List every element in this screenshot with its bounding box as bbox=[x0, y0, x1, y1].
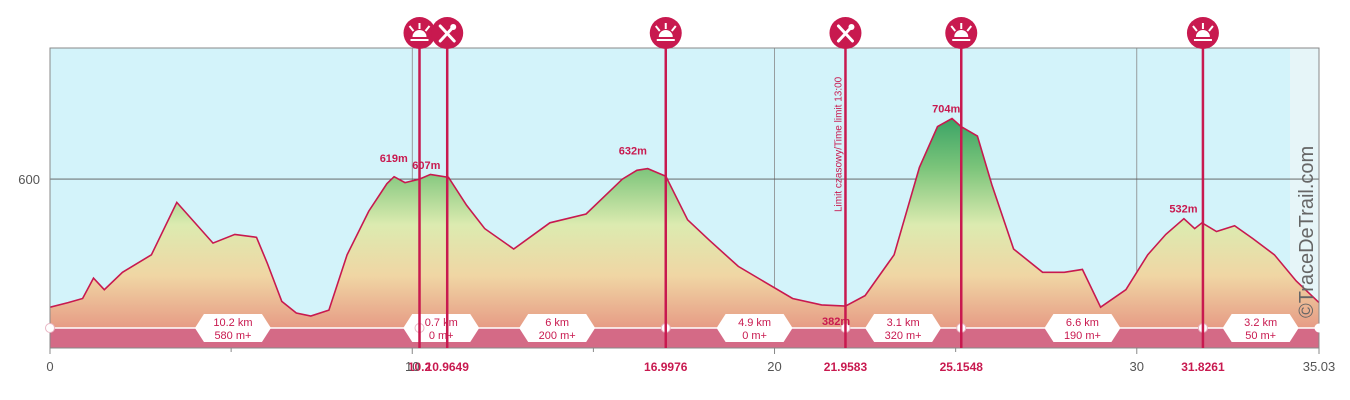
aid-station-icon bbox=[654, 23, 677, 41]
peak-label: 382m bbox=[822, 316, 850, 328]
waypoint-km-label: 31.8261 bbox=[1181, 360, 1225, 374]
waypoint-km-label: 25.1548 bbox=[940, 360, 984, 374]
aid-station-icon bbox=[950, 23, 973, 41]
segment-box bbox=[865, 314, 942, 342]
segment-climb: 50 m+ bbox=[1245, 330, 1276, 342]
waypoint[interactable]: 31.8261 bbox=[1181, 17, 1225, 374]
waypoint[interactable]: 16.9976 bbox=[644, 17, 688, 374]
waypoints: 10.210.9649 16.9976 21.9583 Limit czasowy/T… bbox=[403, 17, 1225, 374]
segment-box bbox=[519, 314, 596, 342]
fork-knife-icon bbox=[438, 24, 457, 43]
segment-climb: 0 m+ bbox=[742, 330, 767, 342]
track-point bbox=[1314, 323, 1324, 333]
peak-label: 532m bbox=[1169, 204, 1197, 216]
waypoint-km-label: 16.9976 bbox=[644, 360, 688, 374]
segment-distance: 6 km bbox=[545, 317, 569, 329]
x-tick-label: 20 bbox=[767, 359, 781, 374]
x-tick-label: 10 bbox=[405, 359, 419, 374]
peak-label: 619m bbox=[380, 153, 408, 165]
segment-box bbox=[403, 314, 480, 342]
segment-distance: 0.7 km bbox=[425, 317, 458, 329]
segment-distance: 6.6 km bbox=[1066, 317, 1099, 329]
segment-climb: 320 m+ bbox=[885, 330, 922, 342]
axes: 0 10 20 30 35.03 600 bbox=[18, 172, 1335, 374]
x-tick-label: 35.03 bbox=[1303, 359, 1336, 374]
peak-label: 607m bbox=[412, 160, 440, 172]
aid-station-icon bbox=[1192, 23, 1214, 41]
peak-label: 704m bbox=[932, 103, 960, 115]
elevation-line bbox=[50, 117, 1319, 317]
segment-box bbox=[716, 314, 793, 342]
segment-climb: 200 m+ bbox=[539, 330, 576, 342]
aid-station-icon bbox=[408, 23, 431, 41]
fork-knife-icon bbox=[836, 24, 855, 43]
waypoint-km-label: 10.2 bbox=[408, 360, 432, 374]
segment-box bbox=[1044, 314, 1121, 342]
waypoint-km-label: 10.9649 bbox=[426, 360, 470, 374]
segment-box bbox=[194, 314, 271, 342]
time-limit-annotation: Limit czasowy/Time limit 13:00 bbox=[833, 76, 844, 212]
elevation-area bbox=[50, 118, 1319, 348]
segment-climb: 580 m+ bbox=[214, 330, 251, 342]
segment-climb: 190 m+ bbox=[1064, 330, 1101, 342]
waypoint[interactable]: 10.9649 bbox=[426, 17, 470, 374]
x-tick-label: 0 bbox=[46, 359, 53, 374]
segment-distance: 10.2 km bbox=[213, 317, 252, 329]
segment-label: 4.9 km0 m+ bbox=[716, 314, 793, 342]
x-tick-label: 30 bbox=[1130, 359, 1144, 374]
segment-distance: 3.2 km bbox=[1244, 317, 1277, 329]
segment-label: 0.7 km0 m+ bbox=[403, 314, 480, 342]
y-tick-label: 600 bbox=[18, 172, 40, 187]
track-point bbox=[45, 323, 55, 333]
watermark: ©TraceDeTrail.com bbox=[1296, 146, 1318, 318]
waypoint[interactable]: 21.9583 Limit czasowy/Time limit 13:00 bbox=[824, 17, 868, 374]
peak-labels: 619m 607m 632m 704m 532m 382m bbox=[380, 103, 1198, 328]
peak-label: 632m bbox=[619, 145, 647, 157]
waypoint[interactable]: 10.2 bbox=[403, 17, 436, 374]
bottom-band bbox=[50, 328, 1319, 348]
waypoint[interactable]: 25.1548 bbox=[940, 17, 984, 374]
segment-climb: 0 m+ bbox=[429, 330, 454, 342]
plot-frame bbox=[49, 47, 1320, 349]
waypoint-km-label: 21.9583 bbox=[824, 360, 868, 374]
segment-distance: 4.9 km bbox=[738, 317, 771, 329]
segment-distance: 3.1 km bbox=[887, 317, 920, 329]
segment-box bbox=[1222, 314, 1299, 342]
